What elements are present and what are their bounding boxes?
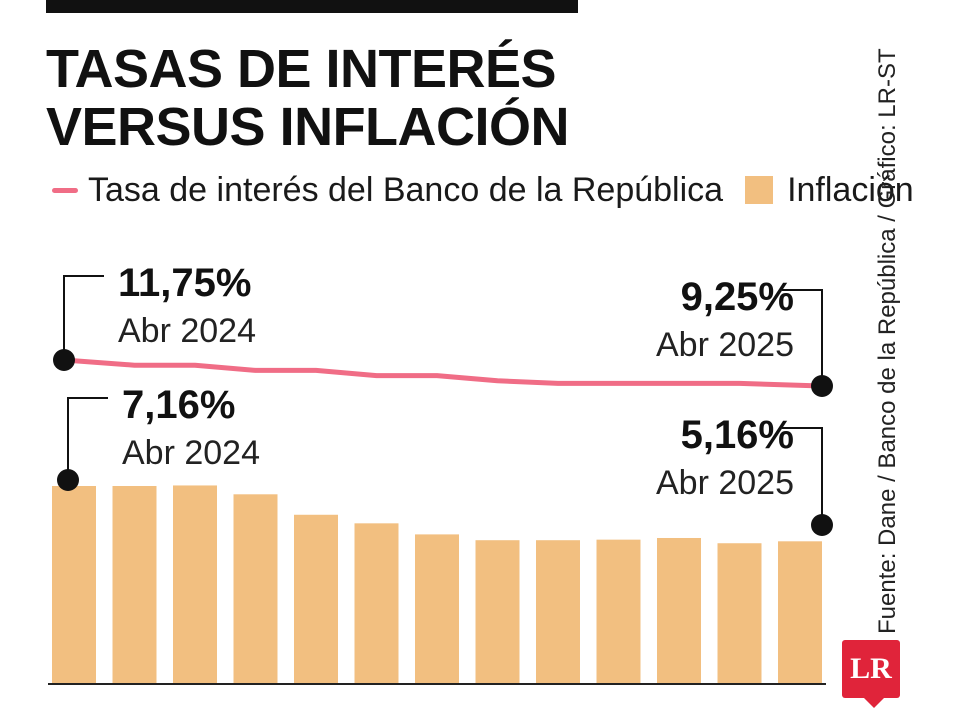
callout-date: Abr 2025	[656, 326, 794, 364]
callout-value: 5,16%	[681, 413, 794, 457]
lr-logo: LR	[842, 640, 900, 708]
inflation-bar	[415, 534, 459, 684]
callout-value: 11,75%	[118, 261, 251, 305]
inflation-bar	[778, 541, 822, 684]
callout-date: Abr 2024	[122, 434, 260, 472]
inflation-bar	[294, 514, 338, 684]
callout-value: 9,25%	[681, 275, 794, 319]
top-rule	[46, 0, 578, 13]
interest-rate-line	[61, 357, 825, 389]
callout-value: 7,16%	[122, 383, 235, 427]
callout-date: Abr 2025	[656, 464, 794, 502]
callout-leader	[782, 289, 823, 386]
inflation-bar	[112, 486, 157, 684]
legend-line-marker	[52, 187, 78, 193]
inflation-bar	[596, 539, 641, 684]
legend: Tasa de interés del Banco de la Repúblic…	[52, 168, 914, 212]
callout-leader	[782, 427, 823, 525]
legend-line-label: Tasa de interés del Banco de la Repúblic…	[88, 170, 724, 209]
chart-title: TASAS DE INTERÉS VERSUS INFLACIÓN	[46, 39, 570, 157]
inflation-bar	[52, 486, 96, 684]
legend-bar-swatch	[745, 176, 774, 204]
callout-leader	[63, 275, 104, 360]
inflation-bar	[717, 543, 762, 684]
inflation-bar	[657, 537, 701, 684]
inflation-bar	[536, 540, 580, 684]
title-line-1: TASAS DE INTERÉS	[46, 39, 557, 99]
inflation-bar	[173, 485, 217, 684]
inflation-bar	[475, 540, 520, 684]
legend-bar-label: Inflación	[787, 170, 914, 209]
callout-leader	[67, 397, 108, 480]
callout-date: Abr 2024	[118, 312, 256, 350]
title-line-2: VERSUS INFLACIÓN	[46, 97, 570, 157]
inflation-bar	[354, 523, 399, 684]
inflation-bar	[233, 494, 278, 684]
